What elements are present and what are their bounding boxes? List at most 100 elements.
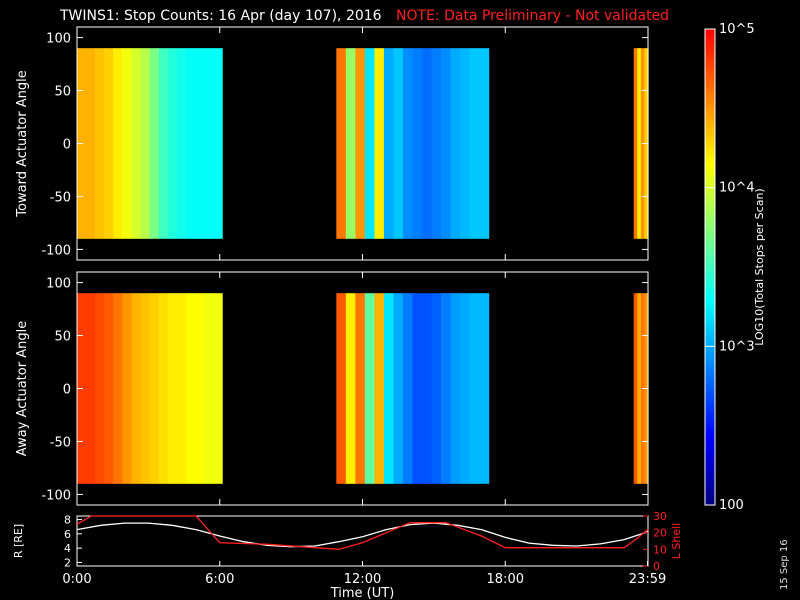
heat-cell-toward-0-12	[185, 48, 196, 239]
away-ytick-label: 0	[63, 383, 71, 398]
heat-cell-toward-1-14	[469, 48, 480, 239]
heat-cell-away-0-10	[167, 293, 178, 484]
r-ytick-label: 8	[64, 514, 71, 527]
lshell-ytick-label: 0	[653, 560, 660, 573]
r-distance-line	[76, 522, 649, 548]
time-xtick-label: 12:00	[344, 572, 381, 587]
heat-cell-toward-1-0	[336, 48, 347, 239]
toward-y-axis-label: Toward Actuator Angle	[15, 70, 30, 217]
preliminary-note: NOTE: Data Preliminary - Not validated	[396, 8, 670, 24]
heat-cell-away-0-2	[95, 293, 105, 484]
toward-heatmap-panel: -100 -50 0 50 100 Toward Actuator Angle	[15, 26, 649, 261]
away-y-axis-label: Away Actuator Angle	[15, 321, 30, 456]
time-xtick-label: 18:00	[487, 572, 524, 587]
heat-cell-toward-1-12	[450, 48, 461, 239]
heat-cell-away-2-1	[637, 293, 642, 484]
r-ytick-label: 4	[64, 542, 71, 555]
heat-cell-toward-0-9	[158, 48, 169, 239]
heat-cell-toward-0-11	[176, 48, 187, 239]
heat-cell-toward-1-6	[393, 48, 404, 239]
heat-cell-away-1-4	[374, 293, 385, 484]
away-ytick-label: 50	[54, 330, 71, 345]
time-xtick-label: 0:00	[62, 572, 91, 587]
heat-cell-away-2-0	[633, 293, 638, 484]
heat-cell-away-1-15	[479, 293, 490, 484]
heat-cell-away-1-8	[412, 293, 423, 484]
heat-cell-away-1-5	[383, 293, 395, 484]
heat-cell-toward-1-1	[345, 48, 356, 239]
heat-cell-toward-0-13	[194, 48, 205, 239]
heat-cell-away-1-12	[450, 293, 461, 484]
lshell-ytick-label: 30	[653, 510, 667, 523]
heat-cell-toward-0-14	[203, 48, 214, 239]
heat-cell-toward-0-2	[95, 48, 105, 239]
heat-cell-toward-1-4	[374, 48, 385, 239]
heat-cell-away-0-13	[194, 293, 205, 484]
colorbar-tick-label: 10^4	[719, 181, 755, 196]
heat-cell-toward-2-0	[633, 48, 638, 239]
heat-cell-away-1-7	[402, 293, 414, 484]
away-ytick-label: -50	[50, 435, 71, 450]
toward-ytick-label: -100	[41, 243, 71, 258]
r-ytick-label: 6	[64, 528, 71, 541]
toward-ytick-label: 0	[63, 138, 71, 153]
heat-cell-away-1-3	[364, 293, 375, 484]
heat-cell-away-1-9	[421, 293, 433, 484]
l-shell-axis-label: L Shell	[670, 523, 683, 559]
heat-cell-toward-0-3	[104, 48, 114, 239]
heat-cell-away-1-2	[355, 293, 366, 484]
away-ytick-label: -100	[41, 488, 71, 503]
heat-cell-away-0-11	[176, 293, 187, 484]
heat-cell-toward-1-3	[364, 48, 375, 239]
heat-cell-toward-1-15	[479, 48, 490, 239]
heat-cell-toward-1-5	[383, 48, 395, 239]
toward-ytick-label: 100	[46, 32, 71, 47]
heat-cell-toward-1-9	[421, 48, 433, 239]
heat-cell-toward-1-10	[431, 48, 442, 239]
lshell-ytick-label: 10	[653, 543, 667, 556]
heat-cell-toward-0-4	[113, 48, 123, 239]
time-xtick-label: 23:59	[629, 572, 666, 587]
heat-cell-toward-0-7	[140, 48, 151, 239]
heat-cell-toward-0-6	[131, 48, 142, 239]
colorbar-gradient	[704, 28, 716, 506]
heat-cell-toward-2-1	[637, 48, 642, 239]
heat-cell-toward-0-10	[167, 48, 178, 239]
heat-cell-away-0-1	[86, 293, 96, 484]
r-ytick-label: 2	[64, 556, 71, 569]
colorbar-tick-label: 10^5	[719, 22, 755, 37]
time-xtick-label: 6:00	[205, 572, 234, 587]
heat-cell-away-1-11	[441, 293, 452, 484]
l-shell-line	[76, 515, 649, 550]
heat-cell-away-1-14	[469, 293, 480, 484]
heat-cell-away-0-8	[149, 293, 160, 484]
away-ytick-label: 100	[46, 277, 71, 292]
heat-cell-away-0-5	[122, 293, 133, 484]
heat-cell-toward-0-5	[122, 48, 133, 239]
heat-cell-away-1-6	[393, 293, 404, 484]
chart-title: TWINS1: Stop Counts: 16 Apr (day 107), 2…	[60, 8, 382, 24]
away-heatmap-panel: -100 -50 0 50 100 Away Actuator Angle	[15, 271, 649, 506]
heat-cell-away-1-13	[460, 293, 471, 484]
heat-cell-away-1-1	[345, 293, 356, 484]
heat-cell-toward-0-8	[149, 48, 160, 239]
r-axis-label: R [RE]	[12, 524, 25, 558]
orbit-frame	[76, 515, 649, 567]
lshell-ytick-label: 20	[653, 527, 667, 540]
chart-title-row: TWINS1: Stop Counts: 16 Apr (day 107), 2…	[60, 6, 669, 26]
heat-cell-away-0-6	[131, 293, 142, 484]
heat-cell-away-0-3	[104, 293, 114, 484]
heat-cell-away-0-15	[213, 293, 223, 484]
heat-cell-away-1-10	[431, 293, 442, 484]
heat-cell-away-1-0	[336, 293, 347, 484]
colorbar-label: LOG10(Total Stops per Scan)	[753, 188, 766, 345]
toward-ytick-label: -50	[50, 190, 71, 205]
heat-cell-toward-1-7	[402, 48, 414, 239]
heat-cell-toward-1-13	[460, 48, 471, 239]
heat-cell-away-0-14	[203, 293, 214, 484]
heat-cell-toward-1-11	[441, 48, 452, 239]
heat-cell-away-0-12	[185, 293, 196, 484]
heat-cell-away-0-9	[158, 293, 169, 484]
